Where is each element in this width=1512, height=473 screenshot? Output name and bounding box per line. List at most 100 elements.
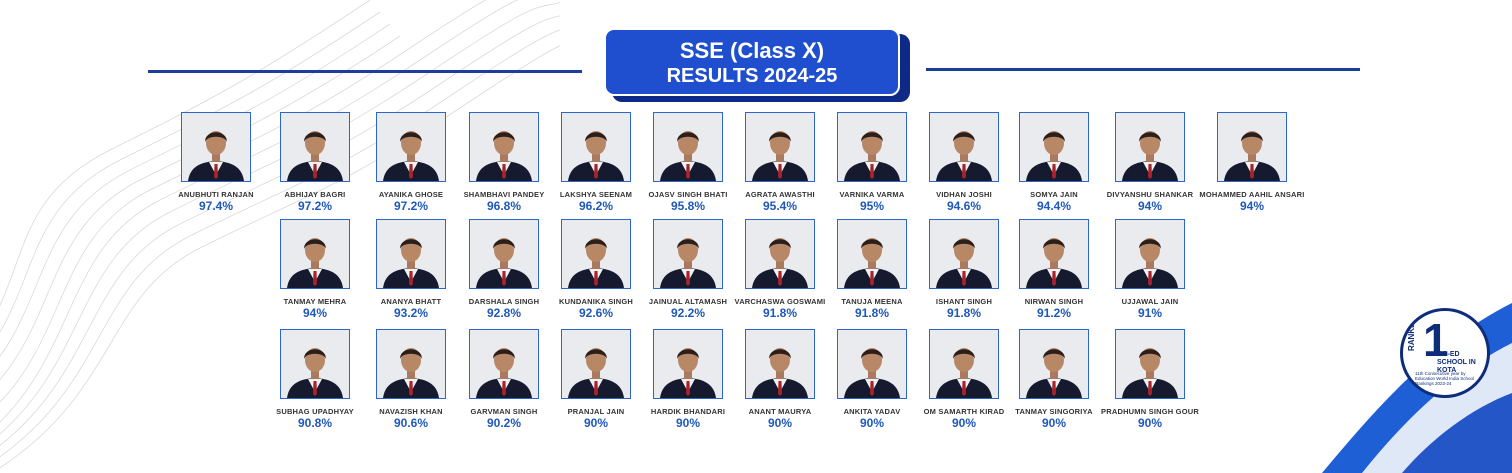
student-photo: [1217, 112, 1287, 182]
page-title: SSE (Class X): [679, 38, 825, 63]
page-subtitle: RESULTS 2024-25: [666, 65, 838, 87]
header-rule-left: [148, 70, 582, 73]
student-name: AYANIKA GHOSE: [378, 190, 444, 199]
student-photo: [561, 219, 631, 289]
portrait-silhouette: [568, 348, 624, 398]
header-rule-right: [926, 68, 1360, 71]
student-card: HARDIK BHANDARI 90%: [618, 329, 758, 430]
student-photo: [376, 219, 446, 289]
student-score: 97.2%: [393, 199, 429, 213]
student-name: ANUBHUTI RANJAN: [178, 190, 254, 199]
badge-main-text: CO-ED SCHOOL IN KOTA: [1437, 351, 1476, 374]
portrait-silhouette: [844, 131, 900, 181]
student-name: LAKSHYA SEENAM: [559, 190, 633, 199]
student-score: 90%: [675, 416, 701, 430]
student-score: 92.8%: [486, 306, 522, 320]
student-score: 97.4%: [198, 199, 234, 213]
student-score: 91.8%: [854, 306, 890, 320]
student-card: TANMAY SINGORIYA 90%: [984, 329, 1124, 430]
student-card: ANANT MAURYA 90%: [710, 329, 850, 430]
student-card: AGRATA AWASTHI 95.4%: [710, 112, 850, 213]
portrait-silhouette: [476, 131, 532, 181]
student-name: OM SAMARTH KIRAD: [923, 407, 1005, 416]
portrait-silhouette: [660, 131, 716, 181]
student-score: 92.6%: [578, 306, 614, 320]
student-card: VARCHASWA GOSWAMI 91.8%: [710, 219, 850, 320]
portrait-silhouette: [844, 348, 900, 398]
portrait-silhouette: [287, 238, 343, 288]
student-card: OJASV SINGH BHATI 95.8%: [618, 112, 758, 213]
student-score: 94.6%: [946, 199, 982, 213]
student-score: 94%: [302, 306, 328, 320]
student-photo: [653, 112, 723, 182]
portrait-silhouette: [1122, 131, 1178, 181]
portrait-silhouette: [1224, 131, 1280, 181]
portrait-silhouette: [936, 131, 992, 181]
student-photo: [561, 112, 631, 182]
student-card: KUNDANIKA SINGH 92.6%: [526, 219, 666, 320]
student-photo: [653, 219, 723, 289]
student-card: AYANIKA GHOSE 97.2%: [341, 112, 481, 213]
student-photo: [280, 219, 350, 289]
student-name: UJJAWAL JAIN: [1121, 297, 1179, 306]
student-score: 90.6%: [393, 416, 429, 430]
ranked-label: RANKED: [1407, 316, 1416, 351]
student-card: VIDHAN JOSHI 94.6%: [894, 112, 1034, 213]
student-photo: [561, 329, 631, 399]
badge-small-text: 11th Consecutive year by Education World…: [1415, 371, 1474, 386]
student-card: JAINUAL ALTAMASH 92.2%: [618, 219, 758, 320]
portrait-silhouette: [752, 131, 808, 181]
student-score: 96.8%: [486, 199, 522, 213]
student-card: DARSHALA SINGH 92.8%: [434, 219, 574, 320]
student-name: KUNDANIKA SINGH: [559, 297, 633, 306]
student-name: ANKITA YADAV: [843, 407, 901, 416]
student-name: TANMAY SINGORIYA: [1015, 407, 1093, 416]
student-photo: [745, 329, 815, 399]
student-score: 95.8%: [670, 199, 706, 213]
student-photo: [837, 219, 907, 289]
portrait-silhouette: [844, 238, 900, 288]
student-photo: [469, 329, 539, 399]
student-name: VARNIKA VARMA: [839, 190, 905, 199]
student-name: VIDHAN JOSHI: [936, 190, 992, 199]
student-photo: [181, 112, 251, 182]
student-card: ABHIJAY BAGRI 97.2%: [245, 112, 385, 213]
student-score: 94.4%: [1036, 199, 1072, 213]
portrait-silhouette: [1122, 348, 1178, 398]
student-name: PRANJAL JAIN: [567, 407, 625, 416]
student-name: JAINUAL ALTAMASH: [648, 297, 728, 306]
student-name: DARSHALA SINGH: [468, 297, 540, 306]
student-name: TANUJA MEENA: [841, 297, 903, 306]
student-photo: [1115, 329, 1185, 399]
student-name: PRADHUMN SINGH GOUR: [1101, 407, 1199, 416]
student-card: PRANJAL JAIN 90%: [526, 329, 666, 430]
student-name: NIRWAN SINGH: [1024, 297, 1084, 306]
student-name: AGRATA AWASTHI: [745, 190, 815, 199]
student-name: HARDIK BHANDARI: [650, 407, 726, 416]
portrait-silhouette: [287, 348, 343, 398]
portrait-silhouette: [383, 348, 439, 398]
student-photo: [469, 112, 539, 182]
portrait-silhouette: [1026, 238, 1082, 288]
student-card: NAVAZISH KHAN 90.6%: [341, 329, 481, 430]
student-photo: [745, 219, 815, 289]
portrait-silhouette: [1122, 238, 1178, 288]
student-photo: [280, 112, 350, 182]
portrait-silhouette: [568, 238, 624, 288]
student-card: ISHANT SINGH 91.8%: [894, 219, 1034, 320]
student-name: SOMYA JAIN: [1030, 190, 1078, 199]
portrait-silhouette: [660, 238, 716, 288]
portrait-silhouette: [936, 238, 992, 288]
student-name: TANMAY MEHRA: [283, 297, 347, 306]
student-card: ANANYA BHATT 93.2%: [341, 219, 481, 320]
student-score: 91.8%: [762, 306, 798, 320]
student-score: 90.2%: [486, 416, 522, 430]
title-banner: SSE (Class X) RESULTS 2024-25: [604, 28, 900, 96]
portrait-silhouette: [660, 348, 716, 398]
student-photo: [653, 329, 723, 399]
student-card: SHAMBHAVI PANDEY 96.8%: [434, 112, 574, 213]
portrait-silhouette: [1026, 131, 1082, 181]
portrait-silhouette: [287, 131, 343, 181]
portrait-silhouette: [476, 238, 532, 288]
student-card: OM SAMARTH KIRAD 90%: [894, 329, 1034, 430]
